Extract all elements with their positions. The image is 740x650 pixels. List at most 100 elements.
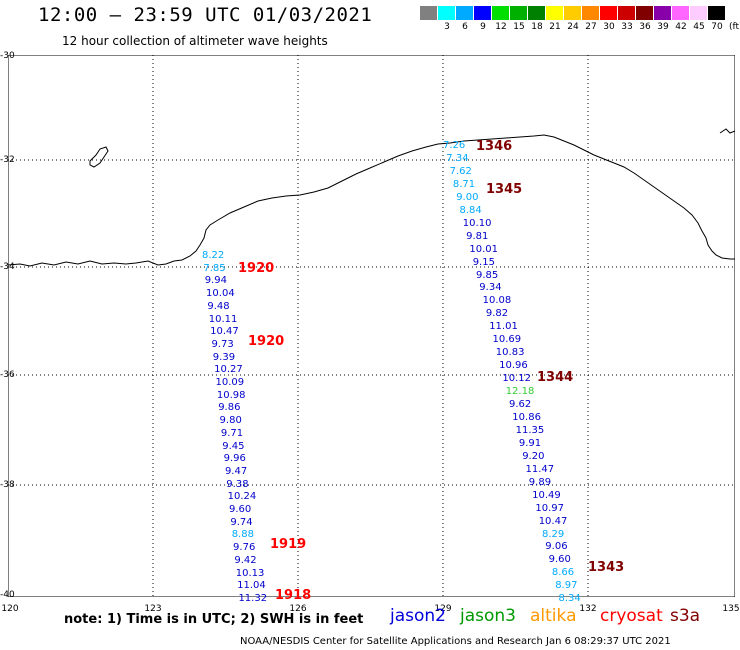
color-scale-swatch: [492, 6, 509, 20]
coastline: [8, 134, 735, 267]
wave-height-value: 9.60: [229, 504, 252, 515]
color-scale-tick: 12: [495, 22, 507, 32]
wave-height-value: 8.88: [231, 529, 254, 541]
color-scale-swatch: [438, 6, 455, 20]
color-scale-tick: 33: [621, 22, 633, 32]
legend-item-jason3: jason3: [460, 606, 516, 626]
wave-height-value: 9.00: [456, 191, 479, 203]
longitude-label: 129: [434, 604, 452, 614]
longitude-label: 120: [1, 604, 19, 614]
legend-item-jason2: jason2: [390, 606, 446, 626]
wave-height-value: 7.34: [446, 152, 469, 164]
wave-height-value: 9.60: [548, 554, 571, 566]
wave-height-value: 8.22: [202, 250, 225, 261]
wave-height-value: 10.01: [469, 243, 499, 255]
wave-height-value: 9.74: [230, 516, 253, 528]
track-time-label: 1344: [537, 370, 574, 385]
grid-lines: [8, 55, 735, 597]
note-text: note: 1) Time is in UTC; 2) SWH is in fe…: [64, 612, 364, 627]
wave-height-value: 10.12: [502, 373, 532, 385]
color-scale-tick: 24: [567, 22, 579, 32]
color-scale-swatch: [636, 6, 653, 20]
page-title: 12:00 – 23:59 UTC 01/03/2021: [38, 4, 373, 26]
wave-height-value: 9.47: [224, 465, 248, 477]
color-scale-tick: 9: [480, 22, 486, 32]
color-scale-swatch: [708, 6, 725, 20]
wave-height-value: 7.26: [443, 140, 466, 151]
color-scale-unit: (ft): [729, 22, 740, 32]
color-scale-swatch: [456, 6, 473, 20]
track-time-label: 1920: [238, 261, 275, 276]
color-scale-tick: 36: [639, 22, 651, 32]
wave-height-value: 9.15: [472, 256, 495, 268]
color-scale-tick: 39: [657, 22, 669, 32]
wave-height-value: 8.71: [452, 178, 476, 190]
wave-height-value: 9.71: [220, 427, 244, 439]
wave-height-value: 10.47: [538, 515, 568, 527]
wave-height-value: 7.62: [449, 165, 472, 177]
longitude-label: 132: [579, 604, 597, 614]
color-scale-tick: 6: [462, 22, 468, 32]
color-scale-tick: 18: [531, 22, 543, 32]
wave-height-value: 8.34: [558, 593, 581, 605]
map-frame: [8, 55, 735, 597]
wave-height-value: 10.04: [206, 288, 235, 300]
latitude-label: -40: [0, 590, 15, 600]
color-scale-tick: 45: [693, 22, 705, 32]
longitude-label: 123: [144, 604, 162, 614]
wave-height-value: 9.89: [528, 476, 552, 488]
color-scale-tick: 42: [675, 22, 687, 32]
wave-height-value: 9.42: [234, 554, 257, 566]
color-scale-swatch: [528, 6, 545, 20]
wave-height-value: 8.29: [542, 528, 565, 540]
wave-height-value: 9.82: [485, 308, 509, 320]
color-scale-swatch: [582, 6, 599, 20]
wave-height-value: 9.38: [226, 478, 249, 490]
wave-height-value: 9.80: [219, 415, 242, 427]
wave-height-value: 10.96: [499, 360, 528, 372]
wave-height-value: 10.11: [208, 313, 238, 325]
wave-height-value: 9.45: [222, 440, 245, 452]
latitude-label: -38: [0, 480, 15, 490]
wave-height-value: 9.73: [211, 338, 234, 350]
wave-height-value: 9.20: [522, 450, 545, 462]
wave-height-value: 10.49: [532, 489, 561, 501]
legend-item-altika: altika: [530, 606, 577, 626]
color-scale-tick: 15: [513, 22, 525, 32]
latitude-label: -34: [0, 262, 15, 272]
wave-height-value: 10.13: [235, 567, 265, 579]
color-scale-swatch: [654, 6, 671, 20]
color-scale-swatch: [564, 6, 581, 20]
color-scale-swatch: [420, 6, 437, 20]
color-scale-swatch: [546, 6, 563, 20]
track-time-label: 1343: [588, 560, 625, 575]
wave-height-value: 9.85: [476, 269, 499, 281]
color-scale-tick: 30: [603, 22, 615, 32]
wave-height-value: 10.10: [462, 217, 492, 229]
wave-height-value: 10.08: [482, 295, 512, 307]
wave-height-value: 12.18: [505, 386, 535, 398]
latitude-label: -32: [0, 155, 15, 165]
color-scale-tick: 70: [711, 22, 723, 32]
wave-height-value: 10.47: [210, 326, 239, 338]
color-scale-swatch: [510, 6, 527, 20]
track-time-label: 1920: [248, 334, 285, 349]
wave-height-value: 11.47: [525, 463, 555, 475]
wave-height-value: 9.94: [204, 275, 227, 287]
color-scale-swatch: [690, 6, 707, 20]
island: [89, 146, 109, 168]
wave-height-value: 9.96: [223, 453, 246, 465]
color-scale-swatch: [600, 6, 617, 20]
color-scale-tick: 3: [444, 22, 450, 32]
color-scale-swatch: [618, 6, 635, 20]
longitude-label: 126: [289, 604, 307, 614]
wave-height-value: 11.01: [489, 321, 518, 333]
wave-height-value: 9.48: [207, 300, 230, 312]
legend-item-cryosat: cryosat: [600, 606, 663, 626]
wave-height-value: 10.27: [214, 364, 243, 376]
wave-height-value: 8.84: [459, 204, 482, 216]
wave-height-value: 11.32: [238, 592, 268, 604]
wave-height-value: 10.83: [495, 347, 525, 359]
wave-height-value: 10.86: [512, 411, 541, 423]
